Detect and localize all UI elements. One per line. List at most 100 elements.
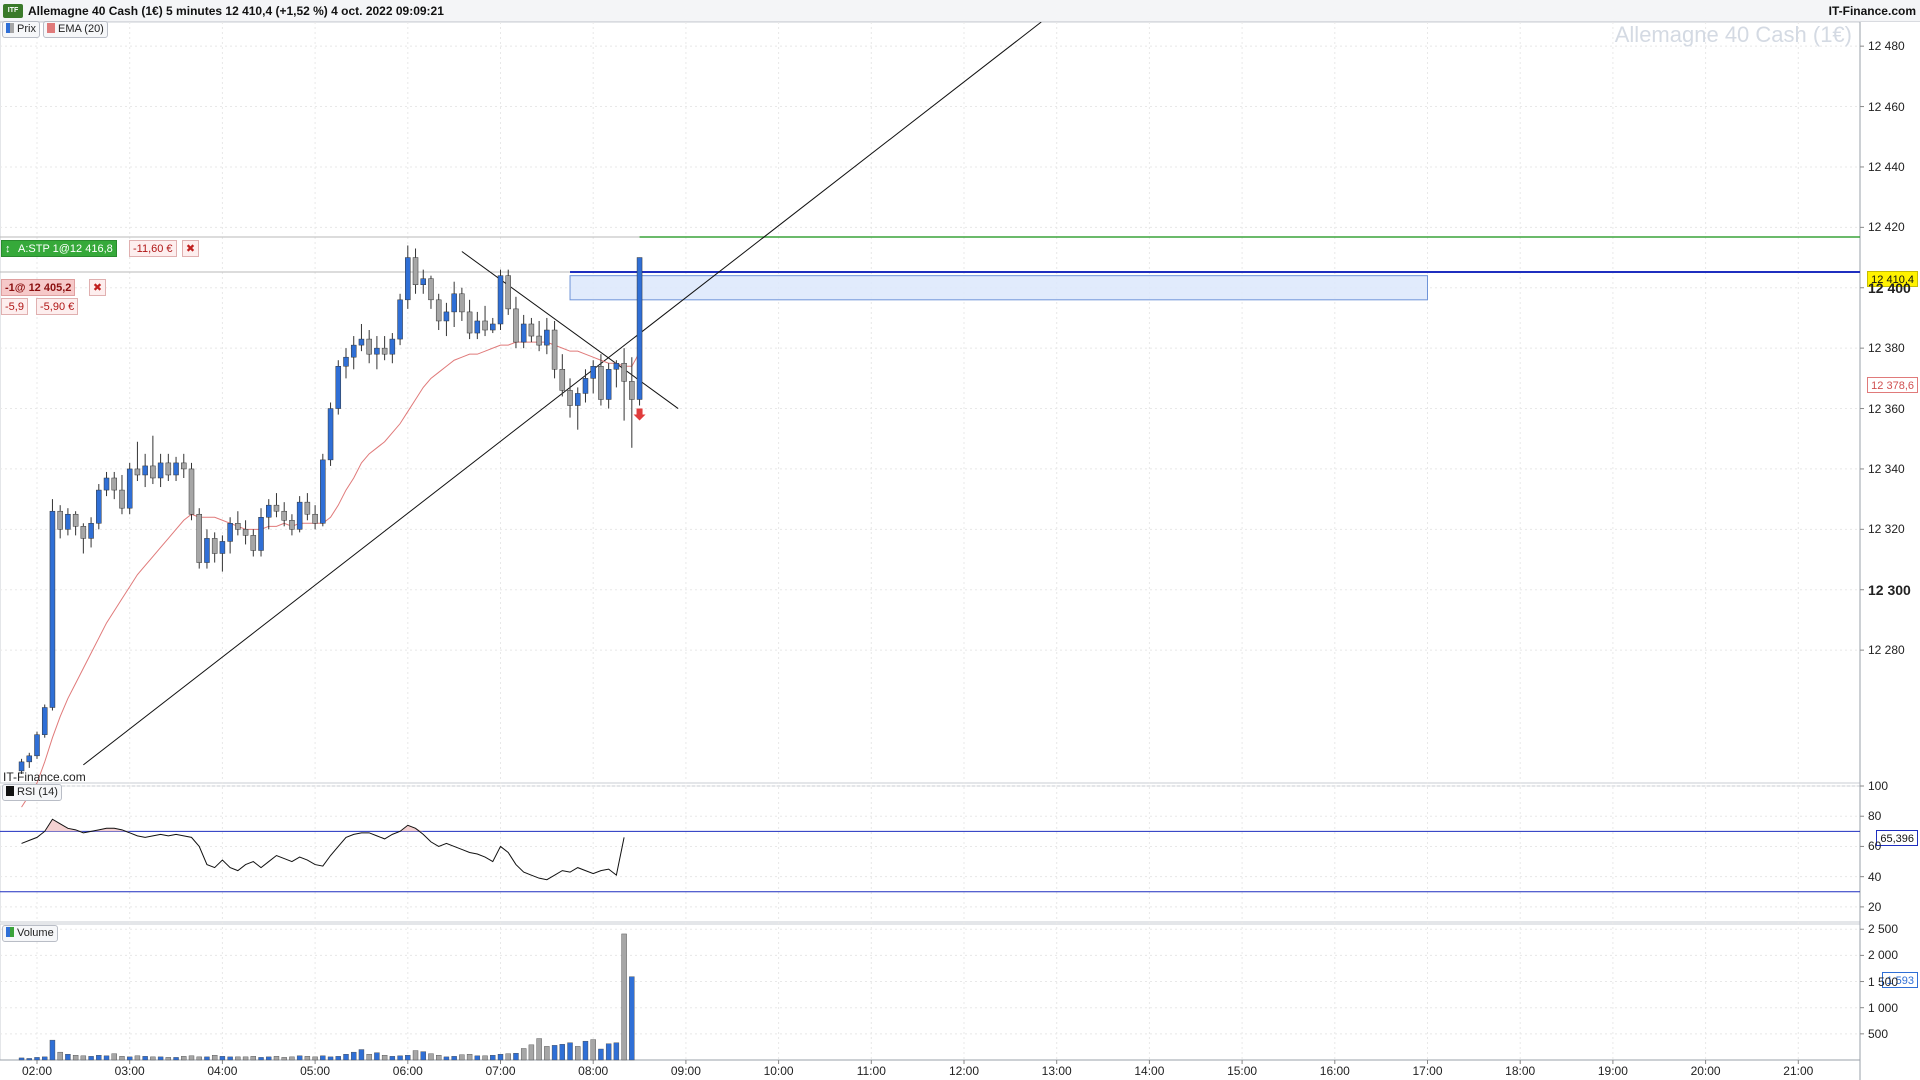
candle — [536, 335, 542, 346]
volume-bar — [335, 1056, 341, 1061]
candle — [636, 257, 643, 400]
volume-bar — [219, 1056, 226, 1061]
candle — [34, 734, 40, 757]
volume-bar — [582, 1040, 589, 1061]
stop-order-pnl: -11,60 € — [129, 240, 177, 257]
candle — [126, 468, 133, 509]
candle — [327, 408, 334, 461]
volume-pane — [0, 923, 1861, 1061]
volume-bar — [428, 1053, 434, 1061]
candle — [196, 513, 202, 563]
candle — [111, 477, 117, 491]
drag-handle-icon[interactable]: ↕ — [5, 243, 11, 255]
x-tick-label: 12:00 — [948, 1064, 980, 1078]
candle — [289, 520, 295, 530]
candle — [80, 526, 87, 539]
candle — [142, 465, 148, 476]
candle — [567, 390, 573, 406]
ema-value-tag: 12 378,6 — [1867, 377, 1918, 393]
candle — [389, 338, 396, 355]
volume-bar — [173, 1057, 179, 1061]
rsi-value-tag: 65,396 — [1876, 830, 1918, 846]
volume-bar — [103, 1055, 110, 1061]
candle — [621, 362, 627, 382]
legend-ema[interactable]: EMA (20) — [43, 21, 108, 38]
volume-bar — [443, 1056, 450, 1061]
candle — [227, 523, 233, 542]
x-tick-label: 21:00 — [1783, 1064, 1814, 1078]
stop-close-icon[interactable]: ✖ — [182, 240, 199, 257]
candle — [405, 257, 411, 301]
stop-order-tag[interactable]: ↕ A:STP 1@12 416,8 — [1, 240, 117, 257]
position-close-icon[interactable]: ✖ — [89, 279, 106, 296]
candle — [281, 510, 287, 521]
volume-bar — [520, 1048, 527, 1061]
volume-bar — [598, 1048, 604, 1061]
volume-bar — [389, 1056, 396, 1061]
candle — [343, 356, 349, 367]
volume-bar — [320, 1055, 326, 1061]
legend-volume[interactable]: Volume — [2, 925, 58, 942]
y-tick-label: 12 400 — [1868, 279, 1911, 296]
volume-bar — [381, 1055, 388, 1061]
rsi-tick-label: 40 — [1868, 869, 1882, 884]
volume-bar — [451, 1056, 457, 1061]
candle — [412, 257, 419, 285]
candle — [235, 523, 241, 530]
volume-bar — [242, 1056, 249, 1061]
volume-bar — [165, 1057, 172, 1061]
y-tick-label: 12 480 — [1868, 39, 1905, 54]
candle — [266, 504, 272, 518]
volume-tick-label: 1 500 — [1868, 974, 1899, 989]
rsi-tick-label: 60 — [1868, 839, 1882, 854]
volume-bar — [250, 1056, 257, 1061]
candle — [103, 477, 110, 491]
volume-bar — [397, 1055, 403, 1061]
volume-bar — [505, 1053, 511, 1061]
volume-bar — [513, 1052, 519, 1061]
candle — [18, 761, 25, 772]
volume-bar — [405, 1055, 411, 1061]
volume-bar — [42, 1056, 48, 1061]
y-tick-label: 12 320 — [1868, 522, 1905, 537]
position-tag[interactable]: -1@ 12 405,2 — [1, 279, 76, 296]
volume-bar — [343, 1054, 349, 1061]
volume-value-tag: 1 593 — [1882, 972, 1918, 988]
candle — [165, 462, 172, 476]
candle — [474, 320, 481, 334]
x-tick-label: 05:00 — [300, 1064, 331, 1078]
volume-bar — [366, 1054, 372, 1061]
last-price-tag: 12 410,4 — [1867, 271, 1918, 287]
volume-bar — [296, 1055, 303, 1061]
x-tick-label: 13:00 — [1041, 1064, 1072, 1078]
legend-price[interactable]: Prix — [2, 21, 40, 38]
candle — [613, 362, 620, 370]
candle — [435, 299, 442, 322]
legend-rsi[interactable]: RSI (14) — [2, 784, 62, 801]
x-tick-label: 17:00 — [1412, 1064, 1443, 1078]
y-tick-label: 12 420 — [1868, 220, 1905, 235]
instrument-watermark: Allemagne 40 Cash (1€) — [1614, 22, 1852, 47]
ema-swatch-icon — [47, 23, 55, 33]
volume-bar — [466, 1054, 473, 1061]
candle — [497, 275, 504, 325]
candle — [513, 308, 519, 343]
candle — [57, 510, 63, 530]
rsi-tick-label: 80 — [1868, 809, 1882, 824]
y-tick-label: 12 380 — [1868, 341, 1905, 356]
y-tick-label: 12 300 — [1868, 581, 1911, 598]
volume-bar — [80, 1055, 87, 1061]
candle — [428, 278, 434, 301]
candle — [374, 347, 380, 355]
candle — [188, 468, 195, 515]
volume-bar — [358, 1049, 365, 1061]
candle — [320, 459, 326, 524]
candle — [242, 529, 249, 536]
rsi-pane — [0, 785, 1861, 923]
volume-bar — [34, 1057, 40, 1061]
volume-tick-label: 2 000 — [1868, 948, 1899, 963]
x-tick-label: 15:00 — [1227, 1064, 1258, 1078]
candle — [119, 489, 125, 509]
candle — [590, 366, 596, 379]
